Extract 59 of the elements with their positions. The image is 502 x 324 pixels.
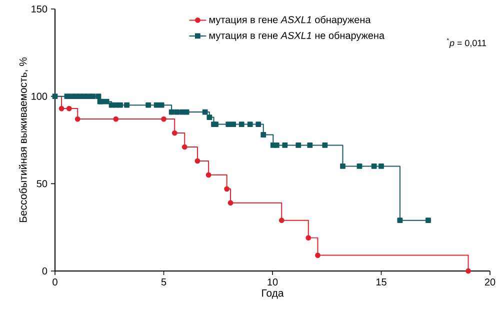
point [282, 142, 288, 148]
point [113, 116, 119, 122]
point [307, 142, 313, 148]
point [58, 106, 64, 112]
point [340, 164, 346, 169]
y-tick-label: 100 [32, 92, 48, 100]
point [90, 94, 96, 100]
x-tick-label: 10 [268, 278, 278, 286]
point [466, 268, 471, 274]
point [356, 164, 362, 169]
y-tick-label: 50 [36, 180, 48, 188]
point [146, 102, 152, 108]
point [296, 142, 302, 148]
point [172, 130, 178, 136]
point [230, 122, 236, 127]
legend-label: мутация в гене ASXL1 обнаружена [209, 16, 371, 26]
annotation: $^{*}$p = 0,011 [446, 38, 486, 48]
point [202, 109, 208, 115]
point [260, 132, 266, 138]
point [161, 116, 166, 122]
point [206, 114, 212, 120]
y-tick-label: 150 [32, 5, 48, 13]
point [278, 218, 284, 224]
x-tick-label: 20 [484, 278, 496, 286]
x-axis-title: Года [262, 289, 284, 299]
point [158, 102, 164, 108]
point [104, 98, 110, 104]
point [182, 144, 188, 150]
y-tick-label: 0 [42, 267, 48, 275]
point [174, 109, 180, 115]
x-tick-label: 15 [376, 278, 386, 286]
point [238, 122, 244, 127]
legend-label: мутация в гене ASXL1 не обнаружена [209, 32, 385, 41]
point [274, 142, 280, 148]
y-axis-title: Бессобытийная выживаемость, % [18, 57, 28, 222]
point [206, 172, 212, 178]
point [397, 218, 403, 224]
point [226, 122, 232, 127]
point [378, 164, 384, 169]
point [118, 102, 123, 108]
x-tick-label: 5 [161, 278, 166, 286]
point [228, 200, 234, 206]
point [96, 94, 102, 100]
point [184, 109, 190, 115]
point [315, 252, 320, 258]
point [194, 158, 200, 164]
point [74, 116, 80, 122]
point [247, 122, 253, 127]
point [322, 142, 328, 148]
point [154, 102, 160, 108]
point [306, 235, 312, 241]
point [224, 186, 230, 192]
point [256, 122, 262, 127]
point [124, 102, 130, 108]
point [426, 218, 431, 224]
point [371, 164, 377, 169]
x-tick-label: 0 [52, 278, 58, 286]
point [168, 109, 174, 115]
point [66, 106, 72, 112]
